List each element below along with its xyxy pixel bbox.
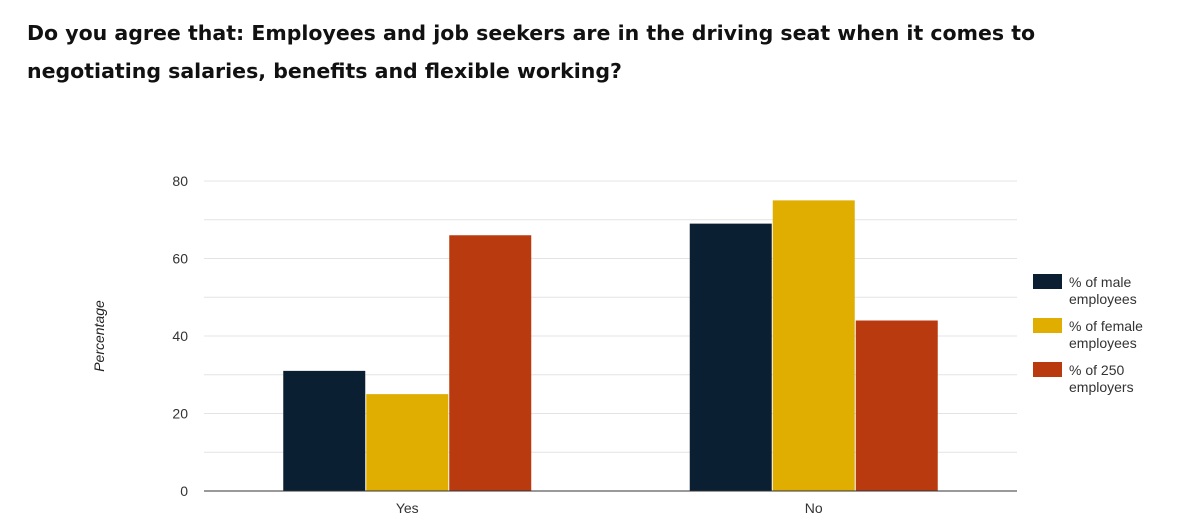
bar-yes-series-3 <box>449 235 532 491</box>
x-tick-label: Yes <box>396 500 419 516</box>
y-tick-label: 20 <box>172 406 188 422</box>
bar-yes-series-2 <box>366 394 449 491</box>
y-tick-label: 0 <box>180 483 188 499</box>
bar-no-series-1 <box>689 223 772 491</box>
y-tick-label: 80 <box>172 173 188 189</box>
legend-label: % of female employees <box>1069 318 1143 351</box>
bar-no-series-2 <box>772 200 855 491</box>
x-axis-labels: Yes No <box>396 500 823 516</box>
bar-no-series-3 <box>855 320 938 491</box>
legend: % of male employees % of female employees % … <box>1033 274 1143 395</box>
legend-label: % of male employees <box>1069 274 1137 307</box>
y-tick-label: 60 <box>172 251 188 267</box>
bar-yes-series-1 <box>283 370 366 491</box>
bars <box>283 200 938 491</box>
y-tick-label: 40 <box>172 328 188 344</box>
legend-swatch <box>1033 362 1062 377</box>
legend-swatch <box>1033 274 1062 289</box>
y-axis-ticks: 0 20 40 60 80 <box>172 173 188 499</box>
legend-label: % of 250 employers <box>1069 362 1134 395</box>
chart-title: Do you agree that: Employees and job see… <box>27 21 1036 83</box>
y-axis-label: Percentage <box>91 300 107 372</box>
x-tick-label: No <box>805 500 823 516</box>
legend-swatch <box>1033 318 1062 333</box>
